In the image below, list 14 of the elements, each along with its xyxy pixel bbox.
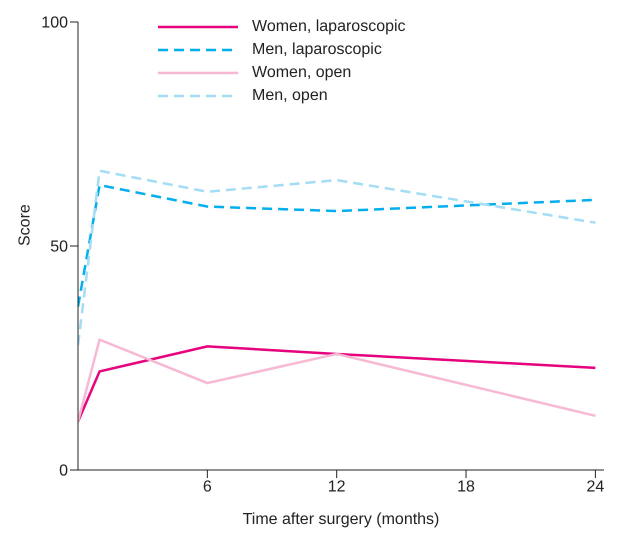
legend-label: Women, laparoscopic xyxy=(252,18,406,36)
x-tick-label: 18 xyxy=(457,478,476,496)
legend-label: Men, laparoscopic xyxy=(252,40,382,58)
x-axis-title: Time after surgery (months) xyxy=(242,511,440,528)
y-axis-title: Score xyxy=(16,204,34,246)
y-tick-label: 100 xyxy=(41,14,68,32)
legend-label: Men, open xyxy=(252,86,328,104)
y-tick-label: 0 xyxy=(59,462,68,480)
x-tick-label: 6 xyxy=(202,478,212,496)
x-tick-label: 24 xyxy=(586,478,604,496)
line-series xyxy=(78,169,597,346)
legend-label: Women, open xyxy=(252,64,352,82)
y-tick-label: 50 xyxy=(50,238,68,256)
x-tick-label: 12 xyxy=(328,478,346,496)
